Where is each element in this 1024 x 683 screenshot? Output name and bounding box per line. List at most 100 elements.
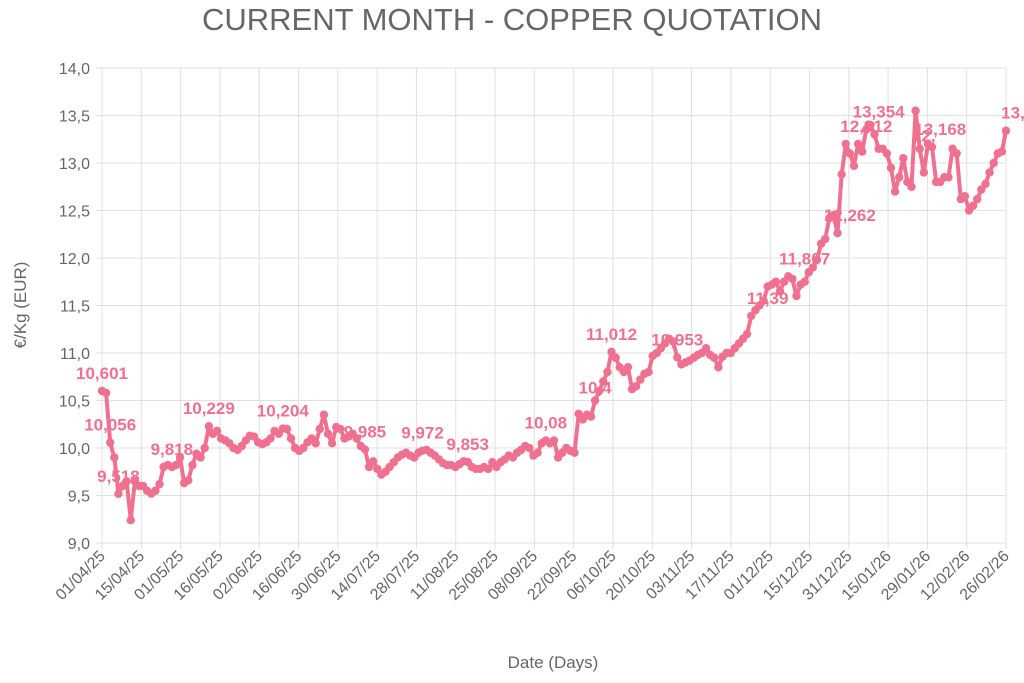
data-point	[845, 149, 855, 158]
data-point	[742, 329, 752, 339]
data-point	[882, 149, 892, 158]
data-point	[369, 457, 378, 466]
data-label: 13,34	[1001, 104, 1024, 123]
data-point	[821, 234, 830, 244]
data-point	[837, 170, 846, 179]
data-point	[915, 144, 924, 153]
data-point	[286, 434, 296, 443]
data-label: 12,	[912, 127, 936, 146]
data-label: 10,204	[257, 402, 310, 421]
data-label: 12,262	[824, 206, 876, 225]
data-point	[282, 424, 292, 434]
y-axis-title: €/Kg (EUR)	[11, 262, 30, 349]
y-tick-label: 9,5	[68, 489, 90, 506]
data-point	[927, 142, 937, 152]
data-label: 9,818	[151, 440, 194, 459]
data-point	[899, 154, 908, 163]
data-point	[352, 434, 361, 443]
data-point	[853, 139, 863, 149]
data-point	[323, 429, 333, 438]
data-point	[549, 436, 559, 445]
data-label: 10,229	[183, 399, 235, 418]
data-point	[870, 130, 879, 139]
data-label: 9,985	[344, 422, 387, 441]
data-point	[533, 448, 542, 457]
y-tick-label: 10,0	[59, 441, 90, 458]
data-label: 10,056	[84, 416, 136, 435]
data-point	[849, 161, 859, 171]
chart-title: CURRENT MONTH - COPPER QUOTATION	[202, 2, 822, 37]
data-point	[714, 363, 723, 372]
data-point	[890, 187, 900, 196]
data-point	[812, 255, 822, 265]
data-point	[590, 396, 600, 405]
grid-lines	[96, 67, 1007, 549]
y-tick-label: 13,5	[59, 109, 90, 126]
data-point	[327, 439, 337, 448]
data-point	[759, 296, 768, 305]
data-point	[106, 438, 115, 447]
data-point	[985, 168, 994, 177]
data-point	[989, 158, 998, 168]
x-axis-ticks: 01/04/2515/04/2501/05/2516/05/2502/06/25…	[53, 548, 1013, 604]
data-point	[110, 453, 119, 462]
y-tick-label: 11,5	[60, 299, 90, 316]
data-point	[151, 486, 160, 495]
data-point	[973, 194, 982, 204]
data-point	[611, 353, 620, 362]
y-axis-ticks: 9,0 9,5 10,0 10,5 11,0 11,5 12,0 12,5 13,0 13,5 14…	[59, 61, 90, 553]
data-point	[204, 422, 214, 431]
y-tick-label: 12,0	[59, 251, 90, 268]
data-point	[952, 149, 961, 158]
data-point	[603, 367, 612, 377]
data-point	[894, 173, 904, 182]
data-point	[997, 147, 1007, 156]
data-point	[623, 363, 633, 372]
data-point	[525, 443, 534, 453]
data-point	[841, 139, 850, 149]
data-point	[919, 168, 929, 177]
data-point	[829, 211, 838, 220]
data-point	[184, 476, 193, 485]
data-point	[607, 347, 616, 357]
data-label: 10,953	[651, 330, 703, 349]
data-point	[981, 179, 990, 189]
data-point	[788, 274, 797, 284]
data-point	[315, 424, 324, 434]
data-point	[644, 367, 653, 377]
data-labels: 10,601 10,056 9,518 9,818 10,229 10,204 9,985 9…	[76, 102, 1024, 485]
data-label: 9,518	[97, 467, 140, 486]
data-point	[710, 353, 719, 362]
data-label: 11,807	[779, 249, 830, 268]
data-point	[175, 453, 185, 462]
data-point	[800, 277, 809, 286]
data-point	[360, 445, 370, 454]
data-point	[968, 201, 978, 210]
data-label: 10,601	[76, 364, 128, 383]
data-point	[701, 344, 711, 353]
data-point	[808, 263, 818, 272]
data-label: 9,853	[446, 435, 489, 454]
data-point	[775, 287, 785, 296]
data-point	[911, 106, 920, 115]
data-point	[960, 192, 970, 201]
data-point	[886, 163, 896, 172]
data-point	[586, 412, 596, 421]
data-point	[336, 424, 345, 434]
data-label: 13,168	[914, 120, 966, 139]
y-tick-label: 13,0	[59, 156, 90, 173]
y-tick-label: 14,0	[59, 61, 90, 78]
data-point	[944, 173, 953, 182]
y-tick-label: 10,5	[59, 394, 90, 411]
data-label: 10,08	[525, 413, 568, 432]
data-point	[266, 434, 275, 443]
data-point	[122, 477, 131, 486]
x-axis-title: Date (Days)	[508, 653, 599, 672]
data-point	[866, 120, 875, 130]
data-label: 11,39	[747, 289, 789, 308]
data-label: 13,354	[853, 102, 906, 121]
data-point	[155, 479, 164, 489]
data-label: 9,972	[401, 424, 444, 443]
data-point	[311, 439, 320, 448]
